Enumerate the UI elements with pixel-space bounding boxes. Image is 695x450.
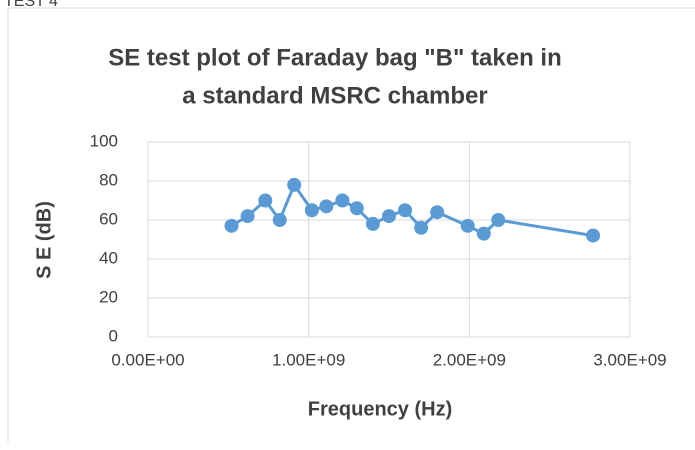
data-point [414, 220, 429, 235]
data-point [224, 218, 239, 233]
x-tick-label: 3.00E+09 [593, 350, 666, 369]
data-point [430, 205, 445, 220]
data-point [287, 177, 302, 192]
data-point [349, 201, 364, 216]
data-point [491, 213, 506, 227]
x-tick-label: 0.00E+00 [111, 350, 184, 369]
x-axis-title: Frequency (Hz) [308, 398, 452, 420]
x-tick-label: 1.00E+09 [272, 350, 345, 369]
data-point [258, 193, 273, 208]
data-point [319, 199, 334, 214]
data-point [398, 203, 413, 218]
y-tick-label: 60 [99, 209, 118, 228]
data-point [382, 209, 396, 224]
data-point [304, 203, 319, 218]
data-point [586, 228, 601, 243]
chart-title: SE test plot of Faraday bag "B" taken in [108, 44, 562, 71]
y-tick-label: 40 [99, 248, 118, 267]
page-header: TEST 4 [4, 0, 58, 10]
series-line [230, 181, 594, 238]
data-point [272, 213, 287, 227]
y-axis-title: S E (dB) [33, 201, 55, 279]
y-tick-label: 0 [109, 326, 118, 345]
data-point [240, 209, 255, 224]
data-point [476, 226, 491, 241]
y-tick-label: 100 [90, 131, 118, 150]
data-point [335, 193, 350, 208]
x-tick-label: 2.00E+09 [433, 350, 506, 369]
y-tick-label: 80 [99, 170, 118, 189]
y-tick-label: 20 [99, 287, 118, 306]
data-point [365, 216, 380, 231]
chart-title: a standard MSRC chamber [182, 82, 487, 109]
data-point [460, 218, 475, 233]
